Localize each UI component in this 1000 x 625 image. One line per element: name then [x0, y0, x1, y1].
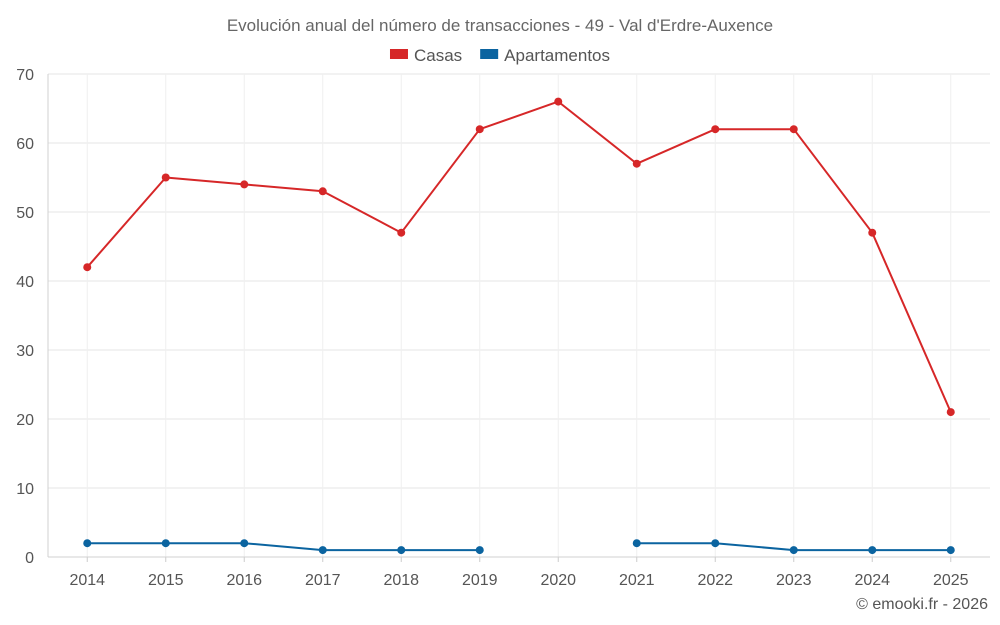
data-point-apartamentos-2024[interactable] [868, 546, 877, 555]
data-point-apartamentos-2014[interactable] [83, 539, 92, 548]
x-tick-label: 2022 [697, 572, 733, 589]
data-point-casas-2024[interactable] [868, 228, 877, 237]
x-tick-label: 2016 [226, 572, 262, 589]
x-tick-label: 2020 [540, 572, 576, 589]
data-point-casas-2025[interactable] [946, 408, 955, 417]
data-point-casas-2019[interactable] [475, 125, 484, 134]
legend-label-apartamentos[interactable]: Apartamentos [504, 46, 610, 65]
data-point-apartamentos-2023[interactable] [789, 546, 798, 555]
legend: Casas Apartamentos [389, 46, 610, 65]
x-tick-label: 2015 [148, 572, 184, 589]
footer-credit: © emooki.fr - 2026 [856, 596, 988, 613]
series-casas [83, 97, 955, 417]
data-point-apartamentos-2025[interactable] [946, 546, 955, 555]
data-point-casas-2016[interactable] [240, 180, 249, 189]
data-point-casas-2023[interactable] [789, 125, 798, 134]
gridlines [48, 73, 990, 558]
x-tick-label: 2025 [933, 572, 969, 589]
data-point-casas-2022[interactable] [711, 125, 720, 134]
data-point-casas-2021[interactable] [632, 159, 641, 168]
x-tick-label: 2018 [383, 572, 419, 589]
legend-label-casas[interactable]: Casas [414, 46, 462, 65]
y-tick-label: 70 [16, 67, 34, 84]
data-point-apartamentos-2015[interactable] [161, 539, 170, 548]
x-tick-label: 2019 [462, 572, 498, 589]
data-point-apartamentos-2018[interactable] [397, 546, 406, 555]
data-point-casas-2017[interactable] [318, 187, 327, 196]
x-tick-label: 2021 [619, 572, 655, 589]
x-tick-label: 2014 [69, 572, 105, 589]
data-point-apartamentos-2019[interactable] [475, 546, 484, 555]
legend-swatch-casas [389, 49, 408, 59]
data-point-apartamentos-2016[interactable] [240, 539, 249, 548]
data-point-casas-2018[interactable] [397, 228, 406, 237]
y-tick-label: 10 [16, 481, 34, 498]
data-point-casas-2014[interactable] [83, 263, 92, 272]
data-point-casas-2020[interactable] [554, 97, 563, 106]
y-tick-label: 0 [25, 550, 34, 567]
y-tick-label: 30 [16, 343, 34, 360]
axes: 0 10 20 30 40 50 60 70 2014 2015 2016 2017 2018 2019 2… [16, 67, 990, 589]
x-tick-label: 2017 [305, 572, 341, 589]
x-tick-label: 2023 [776, 572, 812, 589]
chart-title: Evolución anual del número de transaccio… [227, 16, 773, 35]
legend-swatch-apartamentos [480, 49, 499, 59]
series-group [83, 97, 955, 555]
data-point-casas-2015[interactable] [161, 173, 170, 182]
series-apartamentos [83, 539, 955, 555]
y-tick-label: 50 [16, 205, 34, 222]
data-point-apartamentos-2021[interactable] [632, 539, 641, 548]
y-tick-label: 40 [16, 274, 34, 291]
series-line-casas [86, 100, 952, 413]
series-line-apartamentos [87, 542, 480, 552]
data-point-apartamentos-2022[interactable] [711, 539, 720, 548]
y-tick-label: 60 [16, 136, 34, 153]
x-tick-label: 2024 [854, 572, 890, 589]
data-point-apartamentos-2017[interactable] [318, 546, 327, 555]
y-tick-label: 20 [16, 412, 34, 429]
